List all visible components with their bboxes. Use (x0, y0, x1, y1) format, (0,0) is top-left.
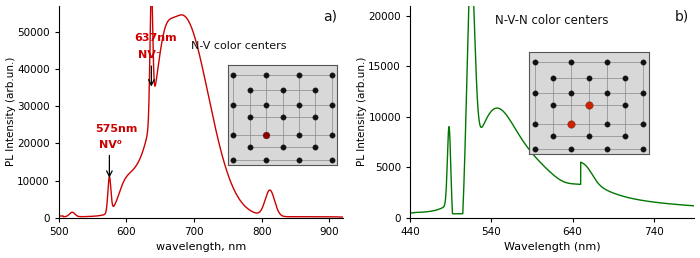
Text: a): a) (323, 10, 337, 24)
Y-axis label: PL Intensity (arb.un.): PL Intensity (arb.un.) (357, 57, 367, 166)
Y-axis label: PL Intensity (arb.un.): PL Intensity (arb.un.) (6, 57, 15, 166)
Text: NV⁻: NV⁻ (138, 50, 162, 60)
Text: b): b) (675, 10, 689, 24)
X-axis label: Wavelength (nm): Wavelength (nm) (504, 243, 601, 252)
Text: N-V color centers: N-V color centers (190, 41, 286, 51)
Text: 575nm: 575nm (95, 124, 137, 134)
X-axis label: wavelength, nm: wavelength, nm (155, 243, 246, 252)
Text: N-V-N color centers: N-V-N color centers (496, 14, 609, 27)
Text: 637nm: 637nm (134, 33, 177, 43)
Text: NV⁰: NV⁰ (99, 140, 122, 150)
